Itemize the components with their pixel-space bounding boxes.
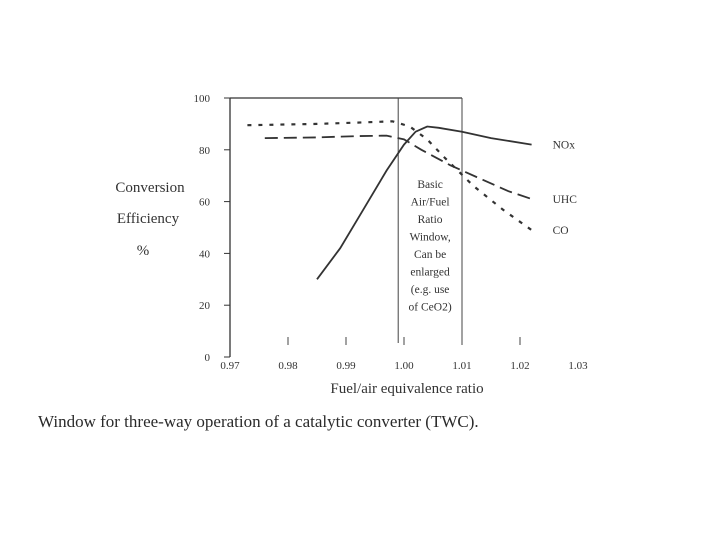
window-annotation: Basic Air/Fuel Ratio Window, Can be enlarged (… xyxy=(409,179,452,314)
axis-ticks: 0 20 40 60 80 100 0.97 0.98 0.99 1.00 1.01 1.02 1.03 xyxy=(194,93,589,372)
y-tick-label: 20 xyxy=(199,300,211,312)
window-annotation-line: Window, xyxy=(409,232,450,244)
y-axis-title-line-3: % xyxy=(137,243,150,259)
y-tick-label: 40 xyxy=(199,248,211,260)
window-annotation-line: (e.g. use xyxy=(411,284,450,296)
figure-caption: Window for three-way operation of a cata… xyxy=(38,412,479,431)
plot-frame xyxy=(229,97,462,357)
series-lines xyxy=(247,120,533,280)
x-tick-label: 1.03 xyxy=(568,360,588,372)
x-tick-label: 0.97 xyxy=(220,360,240,372)
series-uhc-label: UHC xyxy=(553,194,578,206)
y-axis-title-line-2: Efficiency xyxy=(117,211,180,227)
y-tick-label: 80 xyxy=(199,145,211,157)
window-annotation-line: of CeO2) xyxy=(409,302,452,314)
series-labels: NOx UHC CO xyxy=(553,140,578,237)
series-co-line xyxy=(247,120,533,231)
x-tick-label: 1.00 xyxy=(394,360,414,372)
series-nox-line xyxy=(316,125,532,280)
x-tick-label: 0.98 xyxy=(278,360,298,372)
window-annotation-line: Ratio xyxy=(418,214,443,226)
window-annotation-line: Air/Fuel xyxy=(411,197,450,209)
series-uhc-line xyxy=(264,134,532,200)
series-nox-label: NOx xyxy=(553,140,576,152)
y-tick-label: 100 xyxy=(194,93,211,105)
window-annotation-line: Basic xyxy=(417,179,443,191)
x-axis-title: Fuel/air equivalence ratio xyxy=(330,381,483,397)
x-tick-label: 1.02 xyxy=(510,360,529,372)
x-tick-label: 1.01 xyxy=(452,360,471,372)
window-annotation-line: enlarged xyxy=(410,267,450,279)
x-tick-label: 0.99 xyxy=(336,360,356,372)
y-axis-title-line-1: Conversion xyxy=(115,180,185,196)
y-tick-label: 60 xyxy=(199,197,211,209)
y-tick-label: 0 xyxy=(205,352,211,364)
window-annotation-line: Can be xyxy=(414,249,446,261)
series-co-label: CO xyxy=(553,225,569,237)
